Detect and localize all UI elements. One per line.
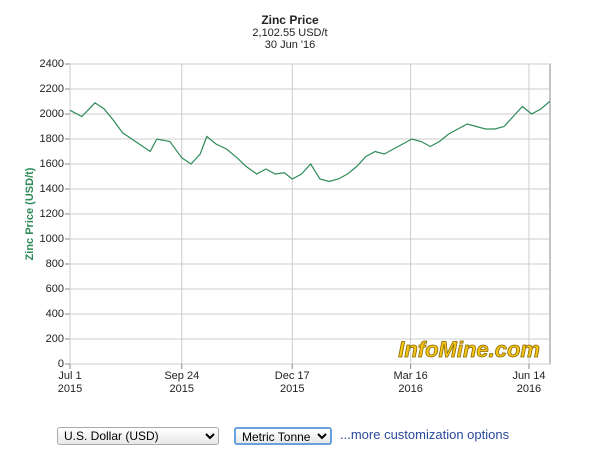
x-tick-label: Dec 17 2015 [274,370,310,395]
y-tick-label: 200 [46,333,64,345]
y-tick-label: 600 [46,283,64,295]
y-tick-label: 2400 [40,58,64,70]
x-tick-label: Jul 1 2015 [57,370,83,395]
customization-link[interactable]: ...more customization options [340,427,510,442]
currency-select[interactable]: U.S. Dollar (USD) [57,427,219,445]
chart-subtitle: 2,102.55 USD/t [252,27,327,39]
y-tick-label: 1200 [40,208,64,220]
price-line [69,100,551,183]
x-tick-label: Sep 24 2015 [164,370,200,395]
y-tick-label: 1600 [40,158,64,170]
y-tick-label: 2000 [40,108,64,120]
y-tick-label: 1000 [40,233,64,245]
y-tick-label: 1800 [40,133,64,145]
y-axis-label: Zinc Price (USD/t) [24,167,36,260]
x-tick-label: Mar 16 2016 [393,370,428,395]
chart-title: Zinc Price [261,13,319,27]
y-tick-label: 0 [58,358,64,370]
y-tick-label: 400 [46,308,64,320]
date-label: 30 Jun '16 [265,39,315,51]
watermark: InfoMine.com [398,337,540,362]
unit-select[interactable]: Metric Tonne [234,427,332,445]
y-tick-label: 2200 [40,83,64,95]
x-tick-label: Jun 14 2016 [512,370,546,395]
y-tick-label: 1400 [40,183,64,195]
y-tick-label: 800 [46,258,64,270]
